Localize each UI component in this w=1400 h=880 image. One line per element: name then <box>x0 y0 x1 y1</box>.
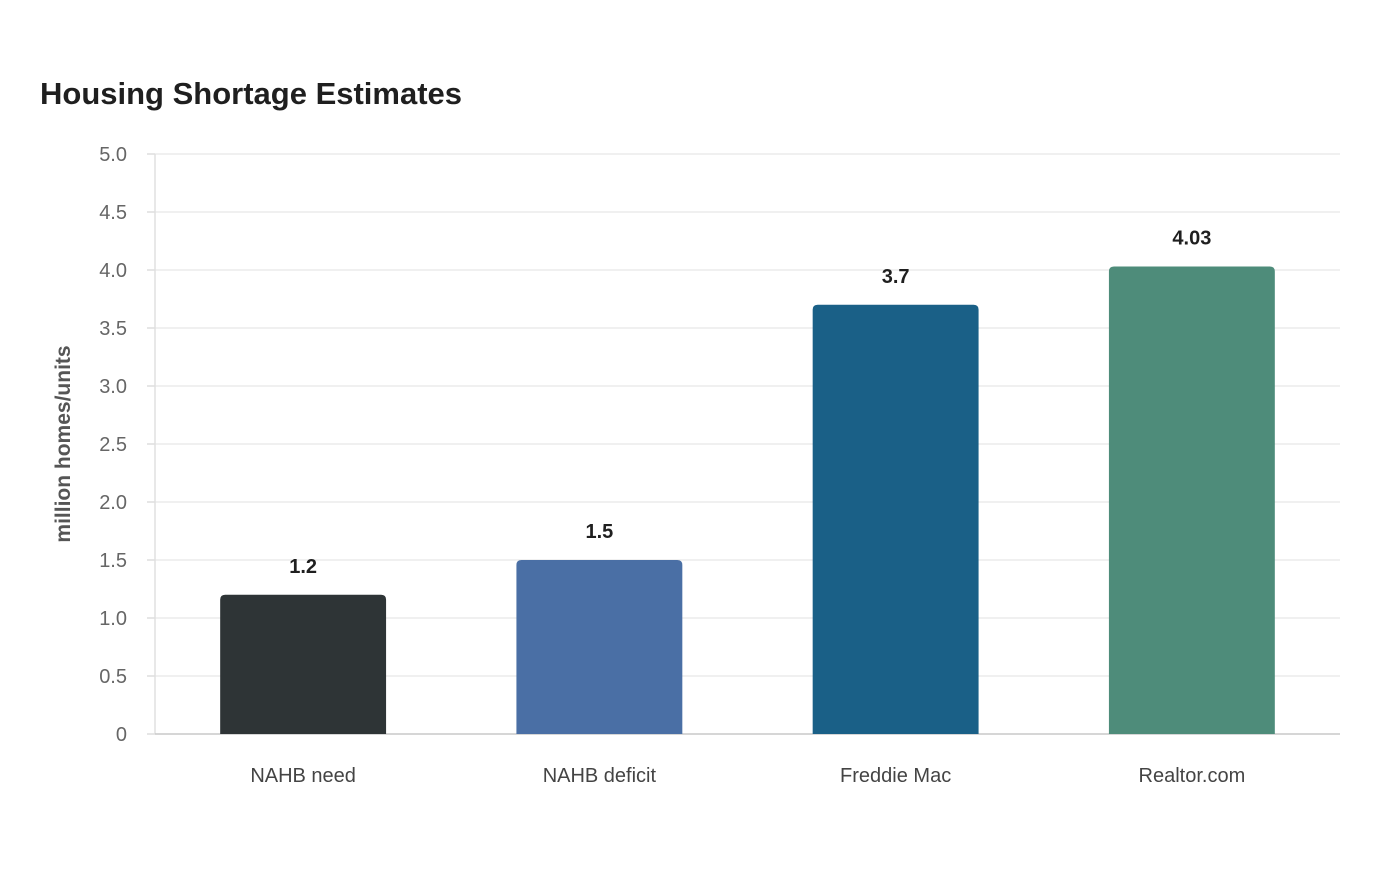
value-label: 1.2 <box>289 556 317 578</box>
y-tick-labels: 0 0.5 1.0 1.5 2.0 2.5 3.0 3.5 4.0 4.5 5.0 <box>99 144 127 746</box>
value-label: 4.03 <box>1172 228 1211 250</box>
y-tick-label: 4.5 <box>99 202 127 224</box>
bar-nahb-need <box>220 594 387 734</box>
bar-freddie-mac <box>812 304 979 734</box>
value-label: 3.7 <box>882 266 910 288</box>
bars <box>220 266 1275 734</box>
y-axis-title: million homes/units <box>52 345 75 542</box>
y-tick-label: 3.0 <box>99 376 127 398</box>
y-tick-label: 4.0 <box>99 260 127 282</box>
category-label: NAHB deficit <box>543 765 657 787</box>
value-label: 1.5 <box>585 521 613 543</box>
y-tick-label: 2.0 <box>99 492 127 514</box>
bar-realtor-com <box>1108 266 1275 734</box>
chart-title: Housing Shortage Estimates <box>40 76 463 111</box>
y-tick-label: 3.5 <box>99 318 127 340</box>
category-labels: NAHB need NAHB deficit Freddie Mac Realtor.… <box>250 765 1245 787</box>
category-label: Freddie Mac <box>840 765 951 787</box>
y-tick-label: 2.5 <box>99 434 127 456</box>
category-label: Realtor.com <box>1139 765 1246 787</box>
value-labels: 1.2 1.5 3.7 4.03 <box>289 228 1211 578</box>
y-tick-label: 1.0 <box>99 608 127 630</box>
y-tick-label: 1.5 <box>99 550 127 572</box>
category-label: NAHB need <box>250 765 356 787</box>
y-tick-label: 0.5 <box>99 666 127 688</box>
bar-nahb-deficit <box>516 560 683 734</box>
y-tick-label: 0 <box>116 724 127 746</box>
y-tick-label: 5.0 <box>99 144 127 166</box>
